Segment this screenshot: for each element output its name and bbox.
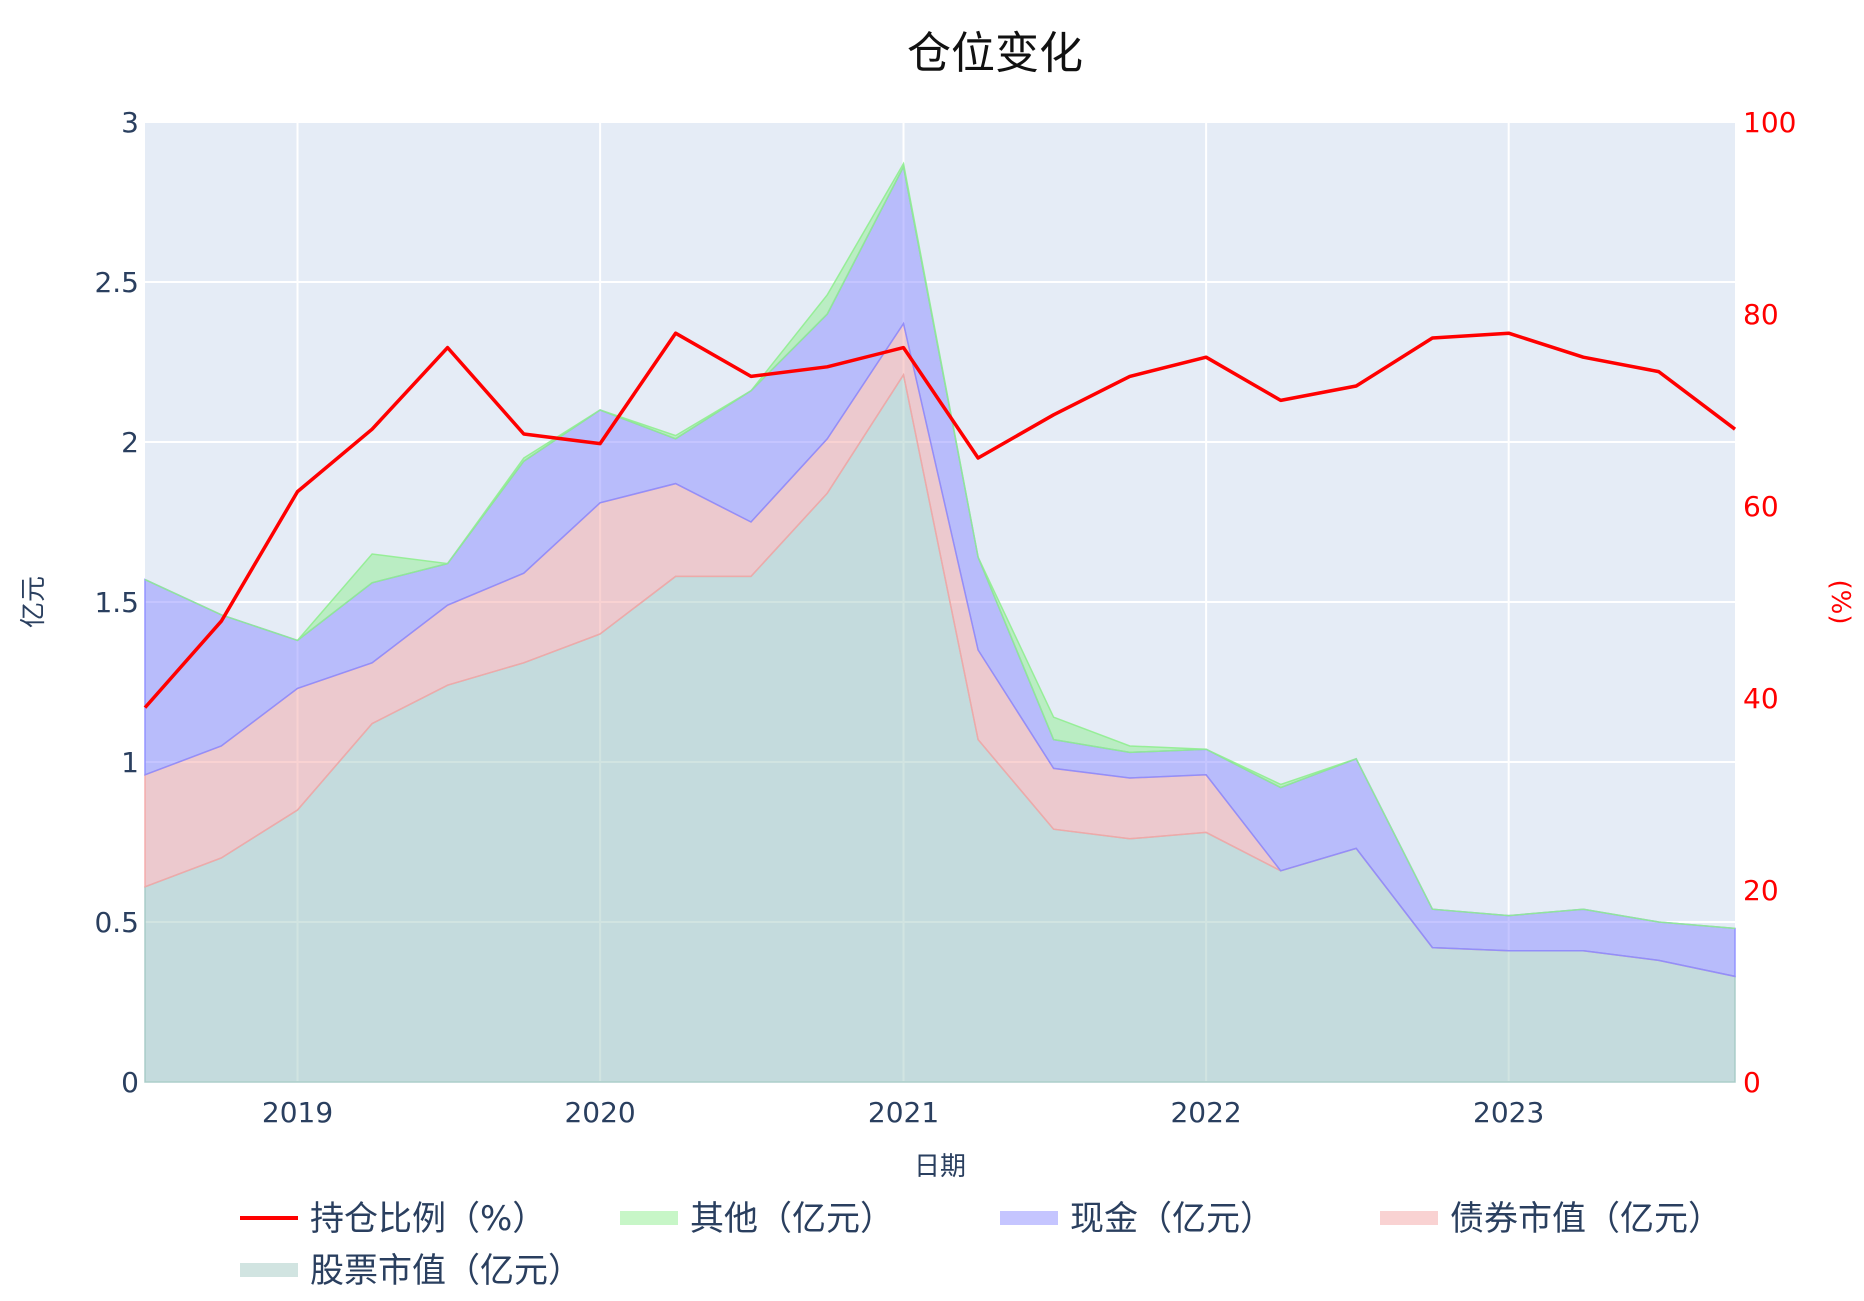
legend-item[interactable]: 股票市值（亿元） bbox=[240, 1251, 582, 1291]
legend-item[interactable]: 现金（亿元） bbox=[1000, 1199, 1274, 1239]
legend-label: 现金（亿元） bbox=[1070, 1199, 1274, 1239]
x-tick-label: 2021 bbox=[868, 1096, 939, 1129]
y2-axis-title: (%) bbox=[1825, 580, 1855, 625]
y2-tick-label: 20 bbox=[1743, 874, 1779, 907]
legend-item[interactable]: 其他（亿元） bbox=[620, 1199, 894, 1239]
legend-item[interactable]: 债券市值（亿元） bbox=[1380, 1199, 1722, 1239]
x-tick-label: 2023 bbox=[1473, 1096, 1544, 1129]
ratio-line bbox=[143, 331, 1737, 709]
area-3 bbox=[144, 161, 1736, 930]
legend-swatch bbox=[240, 1263, 298, 1277]
x-axis-title: 日期 bbox=[914, 1152, 966, 1182]
axis-ticks: 2019 2020 2021 2022 2023 0 0.5 1 1.5 2 2.5 3 0 20 40 60… bbox=[94, 106, 1796, 1129]
x-tick-label: 2022 bbox=[1170, 1096, 1241, 1129]
legend-item[interactable]: 持仓比例（%） bbox=[240, 1199, 546, 1239]
chart-title: 仓位变化 bbox=[907, 28, 1083, 79]
legend-label: 股票市值（亿元） bbox=[310, 1251, 582, 1291]
y2-tick-label: 60 bbox=[1743, 490, 1779, 523]
line-series bbox=[143, 331, 1737, 709]
legend-swatch bbox=[1000, 1211, 1058, 1225]
y2-tick-label: 100 bbox=[1743, 106, 1796, 139]
legend: 持仓比例（%） 其他（亿元） 现金（亿元） 债券市值（亿元） 股票市值（亿元） bbox=[240, 1199, 1722, 1291]
x-tick-label: 2020 bbox=[564, 1096, 635, 1129]
legend-label: 持仓比例（%） bbox=[310, 1199, 546, 1239]
y-tick-label: 1.5 bbox=[94, 586, 139, 619]
y-tick-label: 3 bbox=[121, 106, 139, 139]
y-tick-label: 2.5 bbox=[94, 266, 139, 299]
y-tick-label: 0 bbox=[121, 1066, 139, 1099]
y2-tick-label: 0 bbox=[1743, 1066, 1761, 1099]
y-axis-title: 亿元 bbox=[19, 576, 49, 628]
legend-swatch bbox=[1380, 1211, 1438, 1225]
legend-label: 债券市值（亿元） bbox=[1450, 1199, 1722, 1239]
legend-label: 其他（亿元） bbox=[690, 1199, 894, 1239]
y2-tick-label: 80 bbox=[1743, 298, 1779, 331]
y-tick-label: 1 bbox=[121, 746, 139, 779]
y2-tick-label: 40 bbox=[1743, 682, 1779, 715]
legend-swatch bbox=[620, 1211, 678, 1225]
y-tick-label: 2 bbox=[121, 426, 139, 459]
x-tick-label: 2019 bbox=[262, 1096, 333, 1129]
y-tick-label: 0.5 bbox=[94, 906, 139, 939]
area-series bbox=[144, 161, 1736, 1083]
